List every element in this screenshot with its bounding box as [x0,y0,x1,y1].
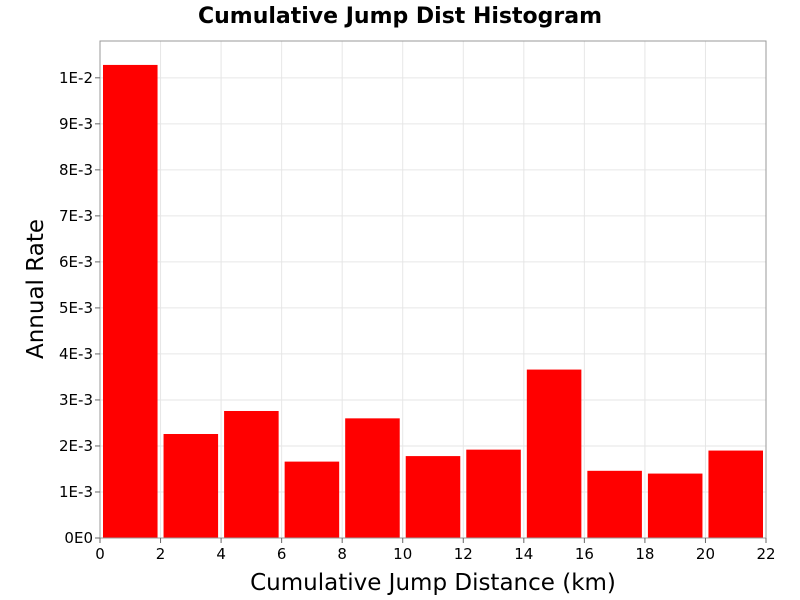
y-tick-label: 2E-3 [59,437,93,455]
y-tick-label: 4E-3 [59,345,93,363]
histogram-bar [103,64,158,538]
x-tick-label: 22 [756,545,775,563]
y-tick-label: 7E-3 [59,207,93,225]
histogram-bar [405,456,461,538]
y-tick-label: 1E-2 [59,69,93,87]
x-tick-label: 16 [575,545,594,563]
histogram-bar [284,461,340,538]
histogram-bar [163,433,219,538]
histogram-bar [647,473,703,538]
x-tick-label: 8 [337,545,347,563]
y-axis-ticks: 0E0 1E-3 2E-3 3E-3 4E-3 5E-3 6E-3 7E-3 8E-3 9E-3 1… [59,69,100,547]
histogram-bar [466,449,521,538]
x-tick-label: 14 [514,545,533,563]
histogram-bar [708,450,763,538]
y-tick-label: 6E-3 [59,253,93,271]
y-tick-label: 5E-3 [59,299,93,317]
x-axis-ticks: 0 2 4 6 8 10 12 14 16 18 20 22 [95,538,776,563]
x-tick-label: 20 [696,545,715,563]
histogram-bar [587,470,642,538]
y-tick-label: 3E-3 [59,391,93,409]
y-tick-label: 9E-3 [59,115,93,133]
x-tick-label: 18 [635,545,654,563]
histogram-bar [526,369,582,538]
x-tick-label: 2 [156,545,166,563]
y-tick-label: 8E-3 [59,161,93,179]
x-tick-label: 10 [393,545,412,563]
x-tick-label: 0 [95,545,105,563]
plot-frame [99,40,767,539]
x-tick-label: 6 [277,545,287,563]
x-tick-label: 4 [216,545,226,563]
y-tick-label: 1E-3 [59,483,93,501]
histogram-bar [224,410,279,538]
x-tick-label: 12 [454,545,473,563]
y-tick-label: 0E0 [64,529,93,547]
y-axis-label: Annual Rate [23,219,49,359]
x-axis-label: Cumulative Jump Distance (km) [250,570,616,596]
histogram-bar [345,418,400,538]
bars-group [103,64,763,538]
chart-title: Cumulative Jump Dist Histogram [198,4,602,29]
